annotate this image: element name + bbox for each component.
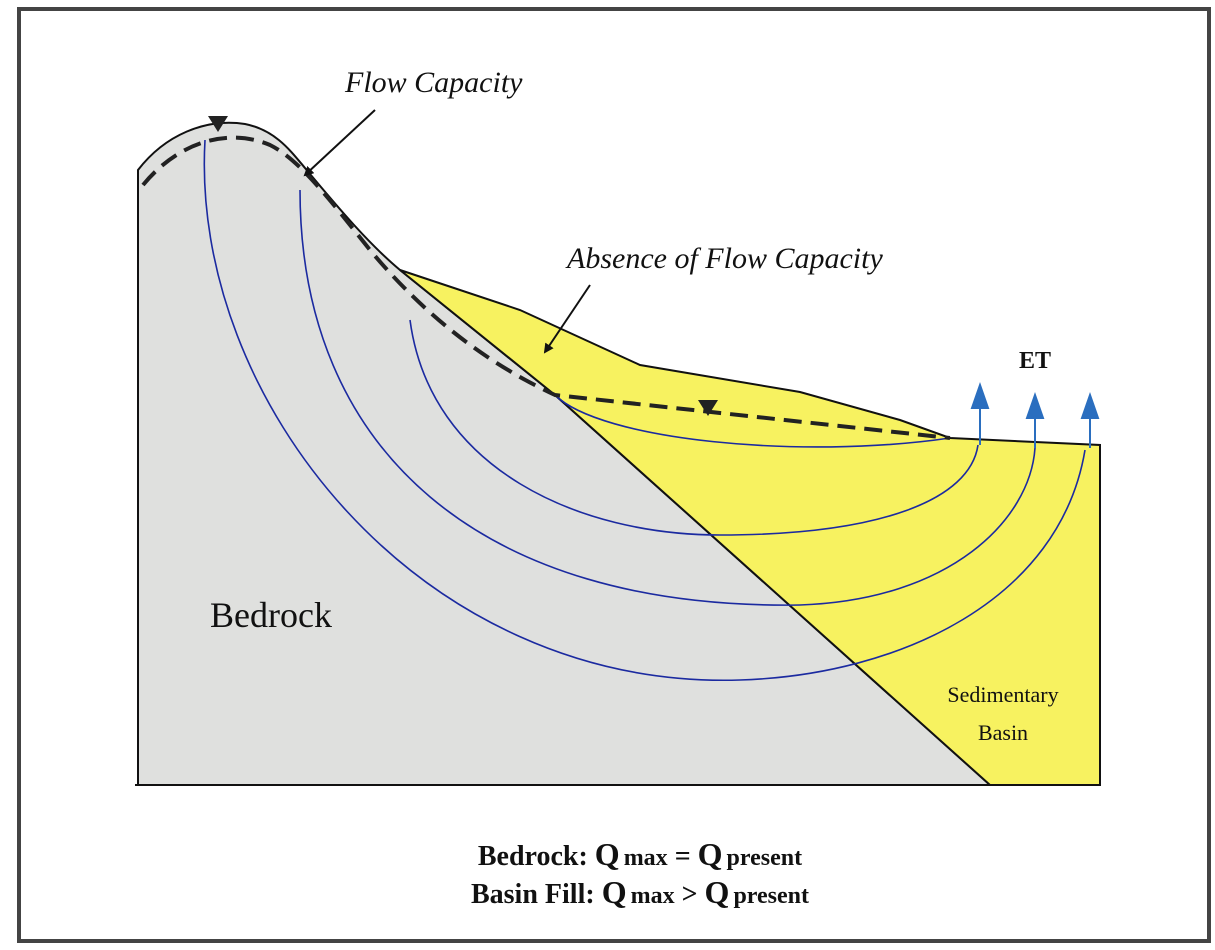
- et-arrows: [970, 381, 1100, 448]
- caption-part: Q: [705, 874, 730, 910]
- caption-part: present: [733, 883, 809, 909]
- caption-part: Q: [595, 836, 620, 872]
- frame: [17, 7, 1211, 943]
- water-marker: [698, 400, 718, 416]
- label: Basin: [978, 720, 1028, 745]
- caption-part: Q: [602, 874, 627, 910]
- caption-part: max: [624, 845, 668, 871]
- caption-part: Bedrock:: [478, 841, 595, 872]
- caption-part: max: [631, 883, 675, 909]
- caption-part: Basin Fill:: [471, 879, 602, 910]
- water-table: [141, 135, 951, 440]
- caption-part: Q: [698, 836, 723, 872]
- pointer: [303, 109, 376, 177]
- caption-part: >: [675, 879, 705, 910]
- bedrock-area: [137, 121, 993, 786]
- pointer: [543, 284, 591, 354]
- label: Flow Capacity: [344, 66, 523, 99]
- caption-part: =: [668, 841, 698, 872]
- water-marker: [208, 116, 228, 132]
- caption-part: present: [727, 845, 803, 871]
- label: Absence of Flow Capacity: [565, 242, 883, 275]
- label: Bedrock: [210, 595, 332, 635]
- label: ET: [1019, 348, 1051, 374]
- flow-lines: [203, 139, 1086, 681]
- label: Sedimentary: [947, 682, 1058, 707]
